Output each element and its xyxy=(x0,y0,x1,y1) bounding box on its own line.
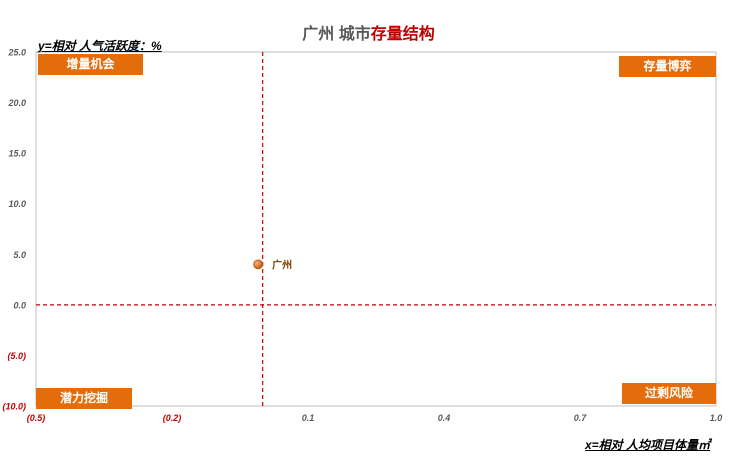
y-tick-label: 25.0 xyxy=(7,48,26,58)
quadrant-top-right-label: 存量博弈 xyxy=(619,56,716,77)
y-tick-label: 15.0 xyxy=(8,149,26,159)
x-axis-label: x=相对 人均项目体量㎡ xyxy=(585,438,711,452)
quadrant-top-left-label: 增量机会 xyxy=(38,54,143,75)
title-highlight: 存量结构 xyxy=(370,26,435,43)
y-tick-label: (10.0) xyxy=(2,402,26,412)
title-prefix: 广州 城市 xyxy=(302,26,371,43)
x-tick-label: 0.1 xyxy=(302,413,315,423)
y-tick-label: (5.0) xyxy=(7,351,26,361)
plot-area xyxy=(35,51,717,407)
y-tick-label: 0.0 xyxy=(13,300,26,310)
quadrant-bottom-right-label: 过剩风险 xyxy=(622,383,716,404)
y-tick-label: 10.0 xyxy=(8,199,26,209)
y-axis-label: y=相对 人气活跃度：% xyxy=(38,39,162,53)
x-tick-label: 0.4 xyxy=(438,413,451,423)
x-tick-label: (0.5) xyxy=(27,413,46,423)
y-tick-label: 20.0 xyxy=(7,98,26,108)
quadrant-bottom-left-label: 潜力挖掘 xyxy=(36,388,132,409)
y-tick-label: 5.0 xyxy=(13,250,26,260)
data-point-label: 广州 xyxy=(272,258,292,271)
x-tick-label: (0.2) xyxy=(163,413,182,423)
x-tick-label: 1.0 xyxy=(710,413,723,423)
data-point xyxy=(253,259,264,270)
x-tick-label: 0.7 xyxy=(574,413,588,423)
chart-title: 广州 城市存量结构 xyxy=(0,20,737,44)
